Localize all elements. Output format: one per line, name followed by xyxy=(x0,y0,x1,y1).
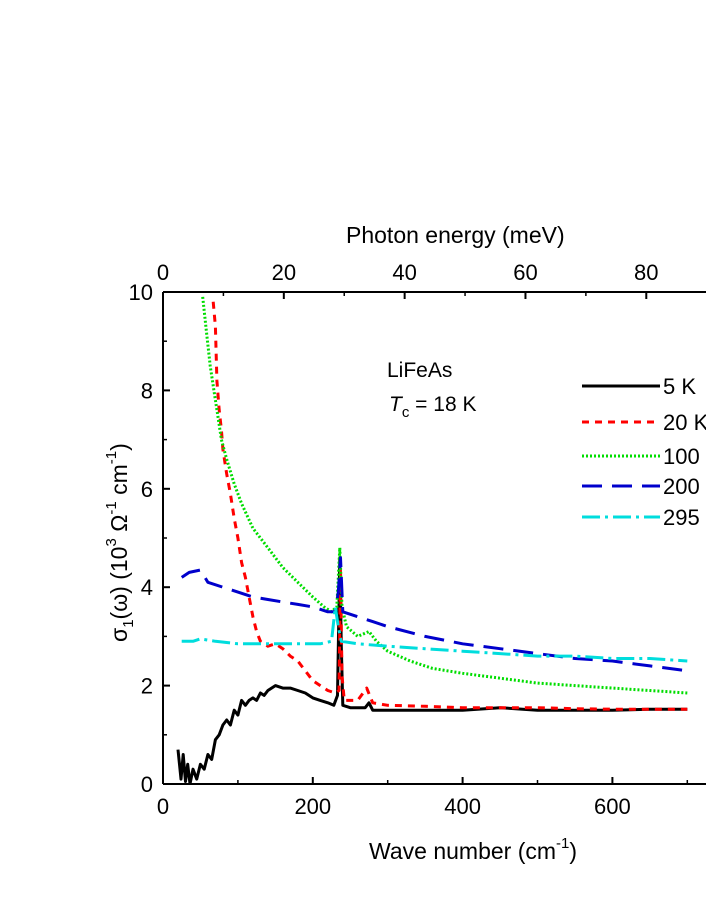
top-axis-ticks: 0 20 40 60 80 xyxy=(157,260,659,299)
series-line xyxy=(201,296,688,695)
y-tick-label: 6 xyxy=(141,477,153,502)
series-line xyxy=(176,556,688,784)
x-axis-title: Wave number (cm-1) xyxy=(369,835,577,864)
y-axis-ticks: 0 2 4 6 8 10 xyxy=(129,280,170,797)
series-line xyxy=(180,556,688,673)
legend: 5 K 20 K 100 K 200 K 295 K xyxy=(582,374,706,530)
top-tick-label: 20 xyxy=(272,260,296,285)
top-tick-label: 0 xyxy=(157,260,169,285)
y-tick-label: 8 xyxy=(141,378,153,403)
material-label: LiFeAs xyxy=(387,359,452,382)
legend-label: 200 K xyxy=(663,474,706,499)
legend-label: 20 K xyxy=(663,410,706,435)
y-tick-label: 4 xyxy=(141,575,153,600)
top-tick-label: 40 xyxy=(392,260,416,285)
legend-label: 5 K xyxy=(663,374,696,399)
tc-label: Tc = 18 K xyxy=(389,393,476,421)
top-tick-label: 80 xyxy=(634,260,658,285)
x-tick-label: 600 xyxy=(594,794,631,819)
series-line xyxy=(211,301,688,711)
top-axis-title: Photon energy (meV) xyxy=(346,222,565,248)
y-tick-label: 2 xyxy=(141,674,153,699)
y-tick-label: 0 xyxy=(141,772,153,797)
x-tick-label: 200 xyxy=(294,794,331,819)
x-axis-ticks: 0 200 400 600 xyxy=(157,777,689,819)
legend-label: 100 K xyxy=(663,444,706,469)
y-axis-title: σ1(ω) (103 Ω-1 cm-1) xyxy=(103,443,137,642)
x-tick-label: 0 xyxy=(157,794,169,819)
legend-label: 295 K xyxy=(663,505,706,530)
series-line xyxy=(181,605,688,663)
top-tick-label: 60 xyxy=(513,260,537,285)
y-tick-label: 10 xyxy=(129,280,153,305)
x-tick-label: 400 xyxy=(444,794,481,819)
series-layer xyxy=(176,296,688,784)
